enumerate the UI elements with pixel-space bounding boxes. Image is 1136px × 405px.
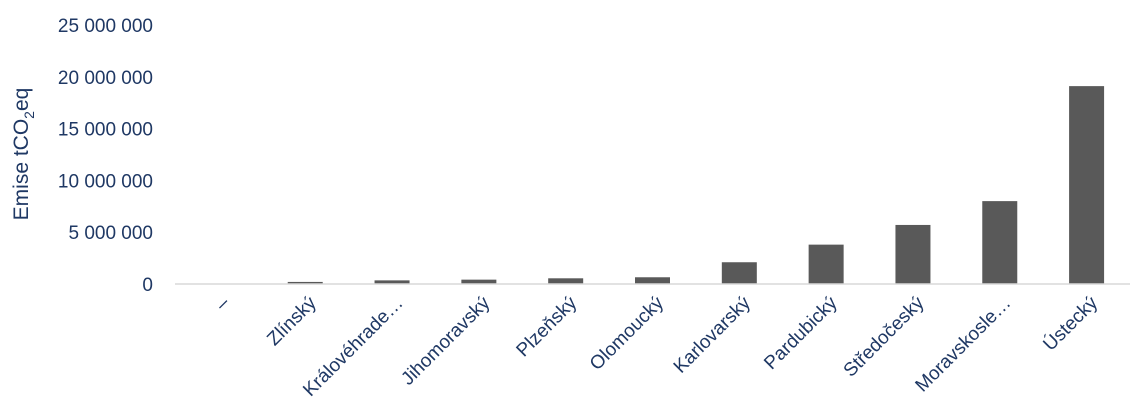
x-tick-label: Plzeňský	[513, 292, 582, 361]
x-tick-label: Jihomoravský	[397, 292, 494, 389]
x-tick-label: Zlínský	[263, 292, 321, 350]
bar	[287, 281, 323, 284]
bar	[635, 277, 670, 284]
bar	[808, 244, 844, 284]
bar	[895, 224, 931, 284]
bar	[721, 262, 757, 284]
y-axis-ticks: 0 5 000 000 10 000 000 15 000 000 20 000 000…	[58, 16, 153, 296]
y-axis-label-main: Emise tCO	[10, 119, 33, 221]
bar	[1069, 86, 1105, 285]
y-tick-label: 5 000 000	[68, 223, 153, 244]
y-axis-label: Emise tCO2eq	[10, 88, 37, 221]
y-tick-label: 0	[142, 275, 153, 296]
y-tick-label: 10 000 000	[58, 171, 153, 192]
y-axis-label-suffix: eq	[10, 88, 33, 111]
x-tick-label: –	[212, 292, 235, 315]
x-tick-label: Pardubický	[760, 292, 842, 374]
x-tick-label: Karlovarský	[670, 292, 755, 377]
x-tick-label: Olomoucký	[586, 292, 668, 374]
bar	[461, 279, 497, 284]
y-tick-label: 15 000 000	[58, 120, 153, 141]
bar	[374, 280, 410, 284]
y-tick-label: 20 000 000	[58, 68, 153, 89]
y-tick-label: 25 000 000	[58, 16, 153, 37]
x-tick-label: Ústecký	[1039, 292, 1103, 356]
x-tick-label: Středočeský	[840, 292, 929, 381]
y-axis-label-subscript: 2	[21, 111, 37, 119]
bar	[548, 278, 584, 284]
bar	[982, 201, 1018, 284]
bar-series	[287, 86, 1105, 285]
